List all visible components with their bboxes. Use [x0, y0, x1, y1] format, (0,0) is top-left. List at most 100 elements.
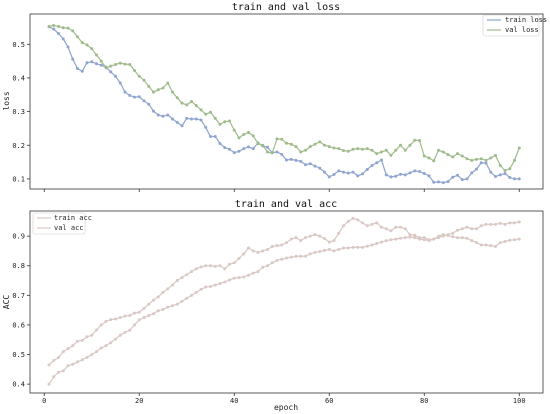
val-loss-point — [389, 153, 393, 157]
val-loss-point — [437, 148, 440, 152]
acc-x-tick-label: 0 — [42, 397, 46, 405]
val-acc-point — [394, 225, 398, 229]
val-loss-point — [218, 122, 222, 126]
train-acc-point — [517, 237, 521, 241]
train-acc-point — [351, 245, 355, 249]
acc-y-tick-label: 0.5 — [12, 351, 25, 359]
train-acc-point — [90, 353, 94, 357]
val-loss-point — [441, 150, 445, 154]
loss-series-group — [47, 23, 521, 185]
val-loss-point — [275, 137, 279, 141]
val-loss-point — [147, 84, 151, 88]
train-loss-legend-label: train loss — [505, 16, 547, 24]
val-acc-point — [142, 306, 146, 310]
train-loss-point — [318, 166, 322, 170]
train-acc-point — [175, 302, 179, 306]
train-acc-point — [389, 238, 393, 242]
train-loss-point — [494, 175, 497, 179]
loss-legend: train loss val loss — [482, 14, 547, 37]
val-acc-point — [475, 227, 478, 231]
val-loss-point — [361, 147, 364, 151]
train-loss-point — [166, 113, 170, 117]
acc-y-tick-label: 0.7 — [12, 292, 25, 300]
loss-y-tick-label: 0.2 — [12, 142, 25, 150]
train-acc-point — [185, 296, 189, 300]
train-acc-point — [109, 341, 113, 345]
train-acc-point — [422, 238, 426, 242]
train-acc-point — [237, 276, 241, 280]
val-loss-point — [280, 137, 284, 141]
val-loss-point — [370, 148, 374, 152]
train-loss-point — [508, 176, 512, 180]
train-loss-point — [437, 180, 440, 184]
val-acc-point — [299, 239, 303, 243]
train-loss-point — [408, 171, 412, 175]
train-acc-point — [180, 299, 184, 303]
train-loss-point — [152, 109, 155, 113]
train-acc-point — [194, 290, 198, 294]
train-loss-point — [427, 174, 431, 178]
val-acc-point — [498, 221, 502, 225]
val-acc-point — [99, 323, 103, 327]
val-loss-point — [137, 74, 141, 78]
train-acc-point — [251, 271, 255, 275]
train-acc-point — [456, 236, 459, 240]
train-loss-point — [57, 32, 60, 36]
val-loss-point — [456, 152, 459, 156]
val-acc-point — [342, 224, 345, 228]
train-loss-point — [356, 174, 360, 178]
train-loss-point — [304, 163, 307, 167]
train-loss-point — [266, 145, 269, 149]
val-loss-point — [289, 142, 293, 146]
train-loss-point — [432, 180, 436, 184]
acc-x-tick-label: 80 — [420, 397, 428, 405]
val-loss-point — [399, 143, 402, 147]
acc-x-tick-label: 60 — [325, 397, 333, 405]
val-acc-point — [194, 267, 198, 271]
train-acc-point — [408, 235, 412, 239]
val-loss-point — [256, 142, 260, 146]
train-acc-point — [261, 265, 265, 269]
loss-y-axis-label: loss — [2, 91, 11, 110]
val-loss-point — [465, 157, 469, 161]
train-loss-point — [384, 173, 388, 177]
val-loss-point — [171, 90, 174, 94]
train-acc-point — [137, 318, 141, 322]
val-loss-point — [199, 108, 203, 112]
val-loss-point — [52, 23, 56, 27]
train-acc-point — [199, 287, 203, 291]
train-loss-point — [422, 172, 426, 176]
val-loss-point — [223, 120, 227, 124]
train-acc-point — [494, 245, 497, 249]
train-acc-point — [337, 247, 341, 251]
train-acc-point — [323, 248, 326, 252]
train-loss-point — [294, 158, 298, 162]
val-loss-point — [517, 146, 521, 150]
val-acc-point — [137, 310, 141, 314]
val-loss-point — [498, 163, 502, 167]
val-acc-point — [76, 339, 79, 343]
loss-y-ticks: 0.1 0.2 0.3 0.4 0.5 — [12, 41, 30, 183]
train-acc-point — [361, 245, 364, 249]
val-loss-point — [332, 146, 336, 150]
val-acc-point — [133, 311, 136, 315]
train-loss-point — [361, 172, 364, 176]
train-acc-point — [375, 242, 379, 246]
val-loss-point — [475, 157, 478, 161]
val-acc-point — [266, 247, 269, 251]
val-acc-point — [503, 222, 507, 226]
train-loss-point — [380, 158, 383, 162]
val-loss-point — [375, 152, 379, 156]
val-loss-point — [85, 43, 89, 47]
val-acc-point — [199, 265, 203, 269]
val-acc-point — [484, 222, 488, 226]
train-acc-point — [166, 305, 170, 309]
train-acc-point — [123, 330, 127, 334]
val-acc-point — [185, 273, 189, 277]
train-acc-line — [48, 234, 520, 385]
val-loss-point — [204, 112, 208, 116]
train-loss-point — [484, 161, 488, 165]
val-acc-point — [270, 245, 274, 249]
val-loss-point — [489, 156, 493, 160]
acc-y-axis-label: ACC — [2, 295, 11, 310]
